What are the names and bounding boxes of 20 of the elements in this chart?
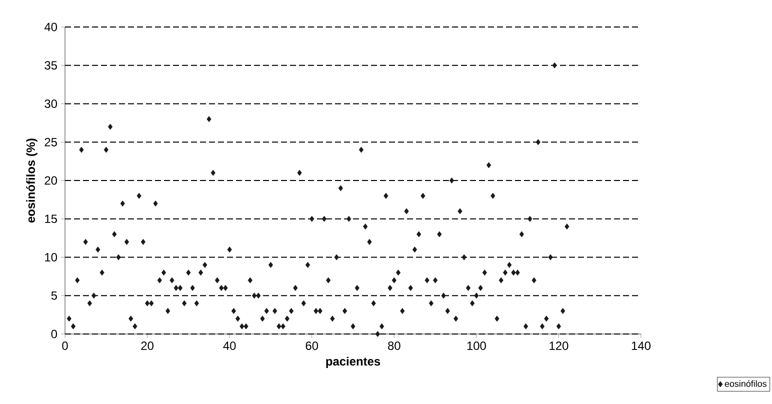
x-tick-label: 140 (632, 342, 651, 350)
y-tick-label: 15 (45, 214, 57, 224)
x-tick-label: 40 (223, 342, 236, 350)
x-tick-label: 100 (467, 342, 486, 350)
y-tick-label: 35 (44, 61, 57, 70)
y-tick-label: 5 (51, 291, 57, 300)
y-tick-label: 10 (45, 253, 58, 262)
y-tick-label: 0 (51, 330, 58, 338)
y-tick-label: 30 (44, 100, 58, 108)
x-tick-label: 20 (141, 342, 154, 350)
x-tick-label: 60 (306, 342, 318, 350)
y-tick-label: 40 (44, 22, 58, 32)
legend-label: eosinófilos (724, 380, 767, 387)
x-tick-label: 0 (62, 342, 68, 350)
y-tick-label: 20 (44, 176, 58, 185)
x-tick-label: 120 (550, 342, 568, 350)
x-axis-title: pacientes (326, 356, 380, 368)
x-tick-label: 80 (388, 342, 400, 350)
y-axis-title: eosinófilos (%) (26, 138, 38, 223)
y-tick-label: 25 (44, 138, 57, 146)
